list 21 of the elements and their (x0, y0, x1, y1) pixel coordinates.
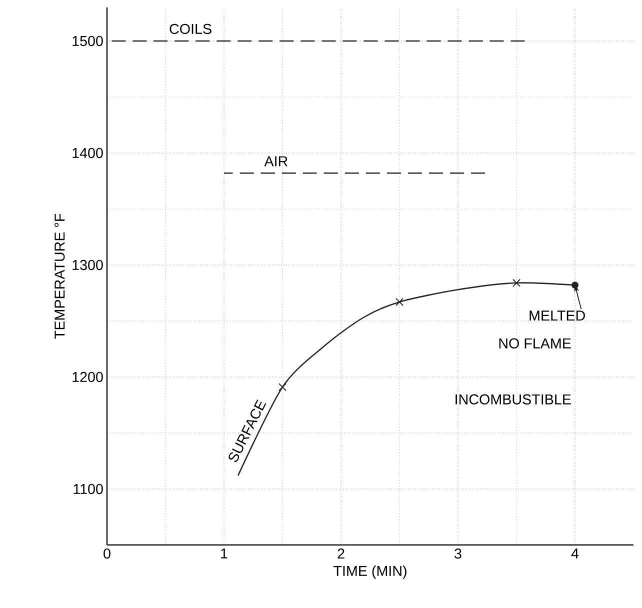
y-tick-label: 1100 (74, 484, 103, 494)
x-tick-label: 2 (338, 548, 344, 559)
y-axis-title: TEMPERATURE °F (54, 214, 65, 339)
y-tick-label: 1400 (72, 148, 103, 158)
point (512, 278, 521, 287)
x-axis-title: TIME (MIN) (334, 566, 406, 579)
x-tick-label: 0 (104, 548, 110, 559)
annotation: NO FLAME (499, 338, 571, 348)
series-label: AIR (264, 156, 288, 166)
x-tick-label: 3 (454, 548, 462, 559)
annotation: MELTED (530, 310, 585, 321)
y-tick-label: 1200 (72, 372, 103, 382)
point (572, 282, 578, 289)
point (278, 383, 287, 392)
y-tick-label: 1500 (72, 36, 103, 46)
point (395, 298, 404, 306)
y-tick-label: 1300 (72, 260, 103, 270)
x-tick-label: 1 (221, 548, 228, 558)
x-tick-label: 4 (571, 548, 579, 558)
annotation: INCOMBUSTIBLE (456, 394, 571, 404)
series-label: COILS (170, 24, 212, 34)
